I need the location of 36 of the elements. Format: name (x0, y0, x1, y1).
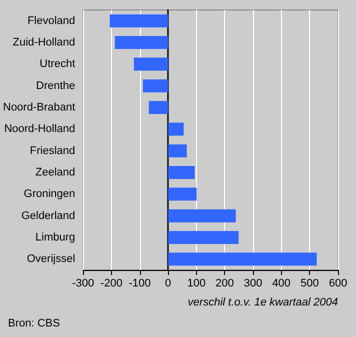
x-tick-label: -300 (72, 278, 94, 290)
x-tick-label: 500 (300, 278, 319, 290)
x-tick-label: 0 (165, 278, 172, 290)
bar (168, 166, 195, 179)
bar (168, 188, 197, 201)
y-tick-label: Utrecht (40, 58, 76, 70)
x-tick-label: 300 (244, 278, 262, 290)
y-tick-label: Zeeland (35, 166, 76, 178)
text: Bron: CBS (8, 318, 60, 330)
x-tick-label: 400 (272, 278, 291, 290)
y-tick-label: Gelderland (21, 210, 76, 222)
y-tick-label: Friesland (30, 144, 76, 157)
bar (168, 209, 236, 222)
y-tick-label: Flevoland (27, 14, 76, 27)
y-tick-label: Groningen (24, 188, 76, 200)
bar (148, 101, 168, 114)
x-axis-title: verschil t.o.v. 1e kwartaal 2004 (188, 296, 338, 308)
y-tick-label: Zuid-Holland (12, 36, 76, 48)
y-tick-label: Drenthe (36, 80, 76, 92)
bar (134, 58, 168, 71)
x-tick-label: 100 (187, 278, 206, 290)
x-tick-label: 600 (328, 278, 348, 290)
bar (168, 122, 184, 136)
x-tick-label: -200 (100, 278, 122, 290)
bar (168, 252, 317, 266)
bar (142, 79, 168, 92)
y-tick-label: Noord-Holland (4, 123, 76, 136)
bar (168, 231, 239, 244)
bar (110, 14, 168, 28)
y-tick-label: Limburg (35, 232, 76, 244)
bar (168, 144, 187, 158)
bar (114, 36, 168, 49)
x-tick-label: -100 (128, 278, 151, 290)
x-tick-label: 200 (216, 278, 234, 290)
y-tick-label: Overijssel (26, 253, 76, 266)
y-tick-label: Noord-Brabant (2, 102, 76, 114)
